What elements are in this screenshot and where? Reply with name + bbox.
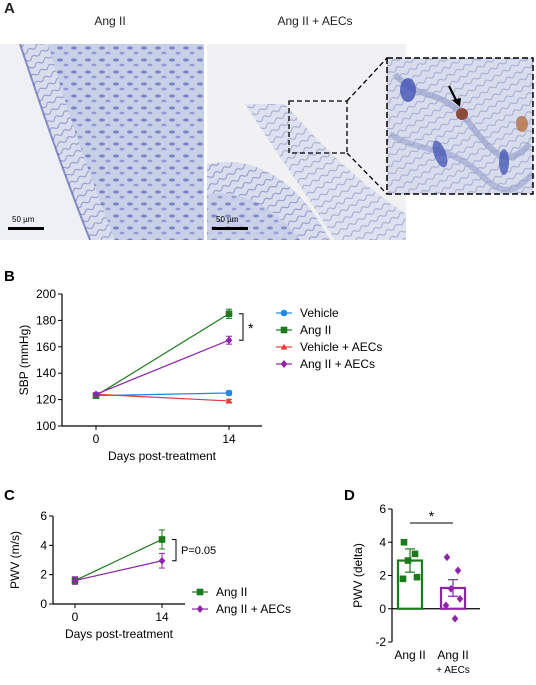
data-point [158,536,166,543]
data-point [411,550,419,558]
x-tick-label: 0 [72,610,79,624]
data-point [225,389,233,397]
y-tick-label: 100 [36,419,56,433]
y-tick-label: 0 [40,597,47,611]
series-line [95,339,230,395]
series-line [95,393,230,402]
data-point [404,557,412,564]
series-line [74,538,163,582]
scale-bar-right [212,227,248,230]
y-tick-label: -2 [375,635,386,649]
y-axis-label: PWV (delta) [351,543,365,608]
chart-sbp: 100 120 140 160 180 200 0 14 Days post-treatment… [17,287,382,463]
legend-marker [280,309,288,317]
data-point [456,594,464,603]
panel-b-label: B [4,268,15,285]
data-point [92,390,100,399]
y-tick-label: 0 [379,602,386,616]
significance-label: * [248,320,254,336]
y-tick-label: 140 [36,366,56,380]
data-point [454,566,462,575]
y-tick-label: 120 [36,393,56,407]
micrograph-ang2-aecs: 50 µm [207,44,406,240]
x-tick-label: Ang II [394,648,425,662]
chart-pwv: 0 2 4 6 0 14 Days post-treatment PWV (m/s) Ang I… [8,509,291,641]
y-axis-label: SBP (mmHg) [17,325,31,395]
y-tick-label: 4 [379,535,386,549]
legend-marker [196,588,204,596]
panel-a-left-title: Ang II [94,14,126,28]
y-axis-label: PWV (m/s) [8,531,22,589]
scale-bar-left-label: 50 µm [12,215,35,224]
legend-label: Vehicle [300,306,339,320]
x-tick-label: + AECs [436,665,470,676]
data-point [400,538,408,546]
data-point [225,310,233,318]
scale-bar-right-label: 50 µm [216,215,239,224]
scale-bar-left [8,227,44,230]
series-line [95,313,230,397]
legend-marker [280,326,288,334]
significance-bracket [172,538,177,562]
data-point [447,584,455,593]
data-point [413,573,421,581]
y-tick-label: 6 [379,502,386,516]
micrograph-ang2: 50 µm [0,44,204,240]
series-line [74,560,163,582]
data-point [399,575,407,583]
data-point [158,556,166,565]
data-point [451,614,459,623]
legend-marker [280,360,288,368]
data-point [225,336,233,345]
legend-label: Ang II + AECs [216,602,291,616]
data-point [225,397,233,404]
panel-a-right-title: Ang II + AECs [277,14,353,28]
data-point [442,601,450,610]
micrograph-inset [386,57,535,195]
legend-label: Ang II [300,323,331,337]
zoom-region-box [288,100,348,154]
x-axis-label: Days post-treatment [108,449,217,463]
significance-label: * [429,508,435,524]
legend-marker [280,343,288,350]
x-tick-label: 0 [93,432,100,446]
significance-bracket [239,313,244,341]
y-tick-label: 2 [379,569,386,583]
data-point [71,576,79,585]
stained-cell [456,108,468,120]
chart-pwv-delta: -2 0 2 4 6 PWV (delta) Ang II Ang II + AECs * [351,502,480,676]
micrograph-figure: 50 µm 50 µm [0,44,535,240]
y-tick-label: 180 [36,313,56,327]
panel-d-label: D [344,487,355,504]
y-tick-label: 4 [40,538,47,552]
x-tick-label: 14 [222,432,236,446]
inset-border [386,57,534,195]
data-point [443,553,451,562]
y-tick-label: 200 [36,287,56,301]
panel-c-label: C [4,487,15,504]
significance-label: P=0.05 [181,545,216,557]
y-tick-label: 160 [36,340,56,354]
legend-label: Ang II [216,585,247,599]
panel-a-label: A [4,0,15,17]
legend-label: Vehicle + AECs [300,340,382,354]
x-tick-label: Ang II [437,648,468,662]
legend-label: Ang II + AECs [300,357,375,371]
y-tick-label: 6 [40,509,47,523]
x-axis-label: Days post-treatment [65,627,174,641]
x-tick-label: 14 [155,610,169,624]
y-tick-label: 2 [40,568,47,582]
legend-marker [196,605,204,613]
